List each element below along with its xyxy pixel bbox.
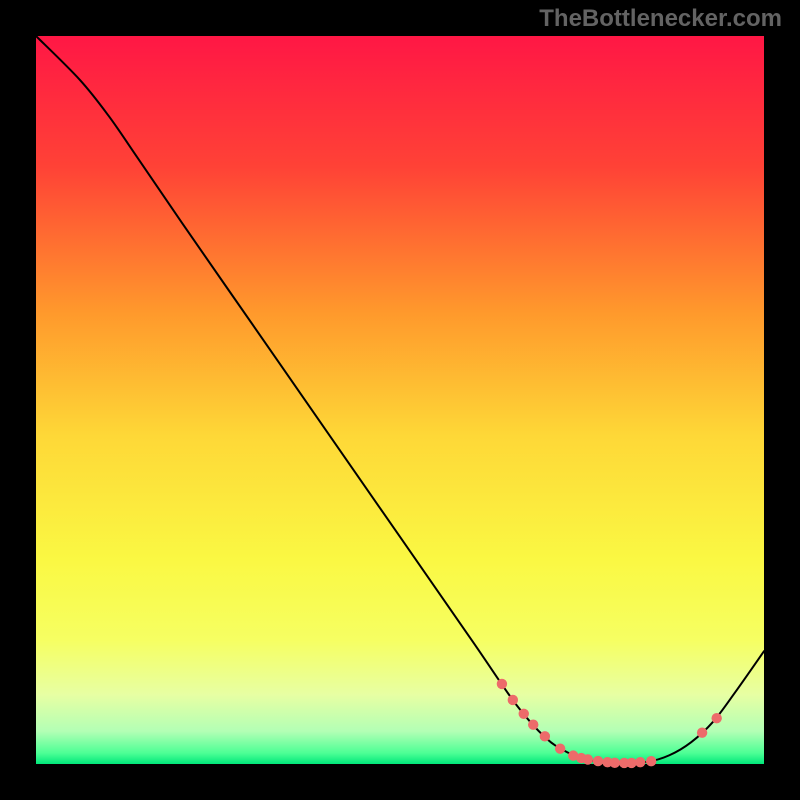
curve-marker: [528, 719, 538, 729]
chart-svg: [36, 36, 764, 764]
curve-marker: [583, 754, 593, 764]
curve-marker: [593, 756, 603, 766]
curve-marker: [635, 757, 645, 767]
watermark-text: TheBottlenecker.com: [539, 5, 782, 33]
curve-marker: [711, 713, 721, 723]
curve-marker: [497, 679, 507, 689]
gradient-background: [36, 36, 764, 764]
curve-marker: [519, 709, 529, 719]
curve-marker: [646, 756, 656, 766]
curve-marker: [508, 695, 518, 705]
curve-marker: [555, 744, 565, 754]
curve-marker: [697, 728, 707, 738]
curve-marker: [540, 731, 550, 741]
chart-plot-area: [36, 36, 764, 764]
curve-marker: [610, 758, 620, 768]
